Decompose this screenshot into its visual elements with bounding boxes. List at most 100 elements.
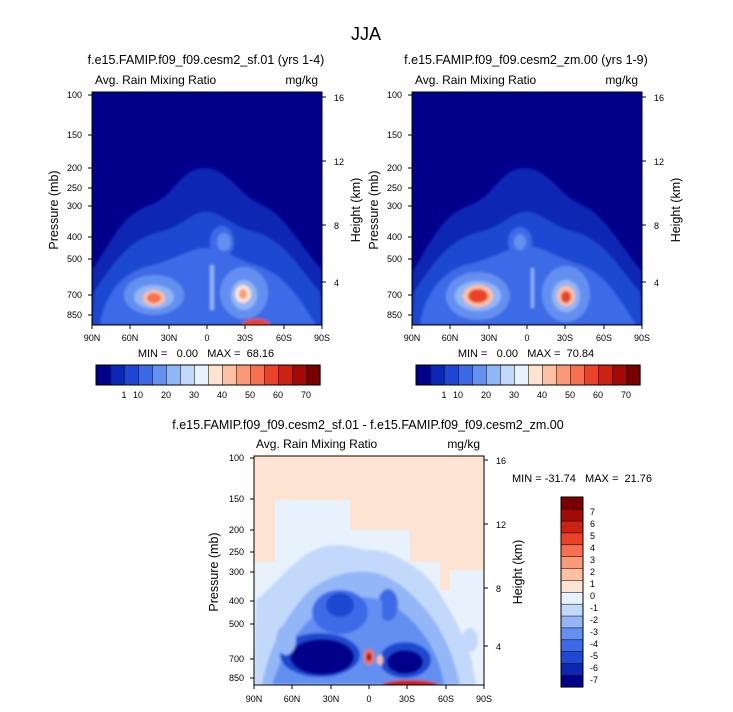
x-tick-90s: 90S xyxy=(634,333,650,343)
y-tick-400: 400 xyxy=(387,232,402,242)
min-max-stats: MIN = 0.00 MAX = 70.84 xyxy=(458,348,594,360)
colorbar-labels: 1 10 20 30 40 50 60 70 xyxy=(441,390,631,400)
y-tick-300: 300 xyxy=(229,567,244,577)
height-axis-label: Height (km) xyxy=(669,178,683,243)
colorbar-swatch xyxy=(560,496,584,510)
height-tick-12: 12 xyxy=(334,157,344,167)
x-tick-30n: 30N xyxy=(481,333,498,343)
height-tick-labels: 16 12 8 4 xyxy=(334,93,344,288)
colorbar-swatch xyxy=(560,579,584,593)
colorbar-swatch xyxy=(499,364,515,386)
y-axis-label: Pressure (mb) xyxy=(207,532,221,611)
colorbar-label: 3 xyxy=(590,555,595,565)
x-tick-90n: 90N xyxy=(404,333,421,343)
y-tick-labels: 100 150 200 250 300 400 500 700 850 xyxy=(67,90,82,320)
y-tick-labels: 100 150 200 250 300 400 500 700 850 xyxy=(229,453,244,683)
y-tick-500: 500 xyxy=(387,254,402,264)
colorbar-label: 40 xyxy=(537,390,547,400)
y-tick-250: 250 xyxy=(387,183,402,193)
y-axis-label: Pressure (mb) xyxy=(47,170,61,249)
colorbar-swatch xyxy=(277,364,293,386)
x-tick-90s: 90S xyxy=(476,694,492,704)
y-tick-400: 400 xyxy=(229,596,244,606)
colorbar-labels: 7 6 5 4 3 2 1 0 -1 -2 -3 -4 -5 -6 -7 xyxy=(590,507,598,685)
colorbar-swatch xyxy=(560,532,584,546)
colorbar-label: 10 xyxy=(133,390,143,400)
x-tick-60n: 60N xyxy=(284,694,301,704)
panel-subtitle: Avg. Rain Mixing Ratio xyxy=(415,73,536,87)
colorbar-swatch xyxy=(137,364,153,386)
colorbar-label: 60 xyxy=(593,390,603,400)
colorbar-swatch xyxy=(305,364,321,386)
colorbar-label: 1 xyxy=(590,579,595,589)
x-tick-60s: 60S xyxy=(276,333,292,343)
colorbar-swatch xyxy=(583,364,599,386)
panel-title: f.e15.FAMIP.f09_f09.cesm2_sf.01 (yrs 1-4… xyxy=(88,53,325,67)
colorbar-swatch xyxy=(560,508,584,522)
colorbar-swatch xyxy=(165,364,181,386)
x-tick-30s: 30S xyxy=(399,694,415,704)
colorbar-swatch xyxy=(560,544,584,557)
height-tick-4: 4 xyxy=(496,642,501,652)
colorbar-swatch xyxy=(560,556,584,569)
y-tick-500: 500 xyxy=(229,619,244,629)
x-tick-60s: 60S xyxy=(438,694,454,704)
colorbar-swatch xyxy=(471,364,487,386)
colorbar-swatch xyxy=(291,364,307,386)
colorbar-swatch xyxy=(541,364,557,386)
height-tick-4: 4 xyxy=(334,278,339,288)
y-tick-850: 850 xyxy=(229,673,244,683)
colorbar-label: -6 xyxy=(590,663,598,673)
colorbar-label: 1 xyxy=(121,390,126,400)
colorbar-label: 7 xyxy=(590,507,595,517)
height-tick-8: 8 xyxy=(334,221,339,231)
x-tick-0: 0 xyxy=(524,333,529,343)
y-tick-300: 300 xyxy=(67,201,82,211)
panel-zm00: f.e15.FAMIP.f09_f09.cesm2_zm.00 (yrs 1-9… xyxy=(367,53,683,360)
colorbar-label: -7 xyxy=(590,675,598,685)
colorbar-label: 30 xyxy=(189,390,199,400)
colorbar-label: 70 xyxy=(301,390,311,400)
colorbar-swatch xyxy=(560,651,584,664)
colorbar-swatch xyxy=(555,364,571,386)
colorbar-right: 1 10 20 30 40 50 60 70 xyxy=(415,364,641,400)
colorbar-swatch xyxy=(193,364,209,386)
y-tick-700: 700 xyxy=(229,654,244,664)
x-tick-0: 0 xyxy=(204,333,209,343)
height-tick-16: 16 xyxy=(496,456,506,466)
colorbar-swatch xyxy=(513,364,529,386)
panel-subtitle: Avg. Rain Mixing Ratio xyxy=(256,437,377,451)
x-tick-60n: 60N xyxy=(122,333,139,343)
height-tick-16: 16 xyxy=(654,93,664,103)
colorbar-swatch xyxy=(560,591,584,605)
colorbar-swatch xyxy=(597,364,613,386)
colorbar-swatch xyxy=(179,364,195,386)
y-tick-150: 150 xyxy=(67,130,82,140)
colorbar-swatch xyxy=(560,663,584,676)
colorbar-swatch xyxy=(457,364,473,386)
colorbar-label: 2 xyxy=(590,567,595,577)
colorbar-labels: 1 10 20 30 40 50 60 70 xyxy=(121,390,311,400)
y-tick-250: 250 xyxy=(229,547,244,557)
colorbar-label: 10 xyxy=(453,390,463,400)
colorbar-label: 4 xyxy=(590,543,595,553)
colorbar-swatch xyxy=(429,364,445,386)
colorbar-label: -2 xyxy=(590,615,598,625)
height-axis-label: Height (km) xyxy=(511,540,525,605)
panel-title: f.e15.FAMIP.f09_f09.cesm2_zm.00 (yrs 1-9… xyxy=(404,53,648,67)
colorbar-label: 1 xyxy=(441,390,446,400)
min-max-stats: MIN = -31.74 MAX = 21.76 xyxy=(512,473,652,485)
x-tick-90n: 90N xyxy=(246,694,263,704)
panel-units: mg/kg xyxy=(605,73,638,87)
x-tick-labels: 90N 60N 30N 0 30S 60S 90S xyxy=(404,333,650,343)
y-tick-300: 300 xyxy=(387,201,402,211)
colorbar-swatch xyxy=(560,639,584,652)
colorbar-label: -5 xyxy=(590,651,598,661)
colorbar-swatch xyxy=(207,364,223,386)
colorbar-label: 30 xyxy=(509,390,519,400)
x-tick-90s: 90S xyxy=(314,333,330,343)
height-tick-12: 12 xyxy=(496,520,506,530)
y-tick-100: 100 xyxy=(67,90,82,100)
height-tick-8: 8 xyxy=(654,221,659,231)
height-axis-label: Height (km) xyxy=(349,178,363,243)
